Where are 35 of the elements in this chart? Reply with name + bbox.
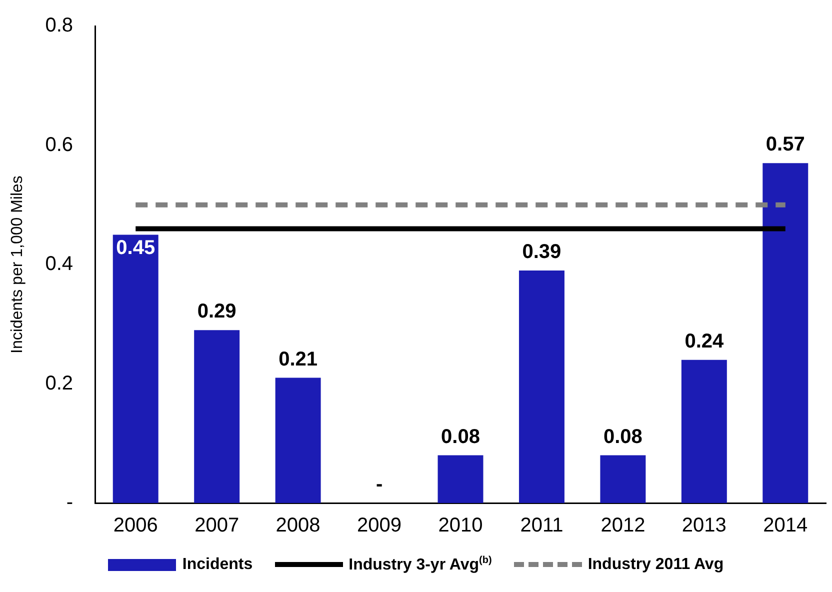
- data-label: 0.45: [116, 237, 156, 260]
- x-tick-label: 2013: [682, 514, 726, 537]
- bar: [518, 270, 564, 503]
- x-tick-label: 2014: [763, 514, 808, 537]
- data-label: 0.57: [766, 134, 805, 156]
- x-tick-label: 2011: [520, 514, 564, 537]
- y-tick-label: 0.8: [45, 14, 74, 37]
- y-tick-label: 0.2: [45, 372, 74, 394]
- bar: [762, 163, 808, 503]
- data-label: -: [376, 474, 383, 496]
- y-tick-label: -: [66, 492, 74, 514]
- data-label: 0.39: [522, 240, 562, 263]
- data-label: 0.24: [684, 330, 724, 352]
- x-tick-label: 2009: [357, 514, 402, 537]
- data-label: 0.08: [603, 426, 642, 448]
- data-label: 0.08: [441, 426, 480, 448]
- y-tick-label: 0.4: [45, 253, 74, 276]
- x-tick-label: 2012: [600, 514, 646, 537]
- legend-label: Incidents: [182, 556, 253, 574]
- bar: [681, 360, 727, 503]
- x-tick-label: 2010: [438, 514, 483, 537]
- bar: [194, 330, 240, 503]
- data-label: 0.21: [278, 348, 318, 370]
- bar: [600, 455, 646, 503]
- legend-label: Industry 2011 Avg: [588, 556, 724, 574]
- bar: [275, 378, 321, 503]
- y-axis-title: Incidents per 1,000 Miles: [9, 176, 26, 354]
- x-tick-label: 2006: [113, 514, 158, 537]
- bar: [112, 234, 158, 503]
- x-tick-label: 2008: [276, 514, 320, 537]
- data-label: 0.29: [197, 300, 236, 323]
- x-tick-label: 2007: [194, 514, 240, 537]
- legend-label: Industry 3-yr Avg$^{(b)}$: [348, 555, 492, 574]
- bar: [438, 455, 484, 503]
- y-tick-label: 0.6: [45, 134, 74, 156]
